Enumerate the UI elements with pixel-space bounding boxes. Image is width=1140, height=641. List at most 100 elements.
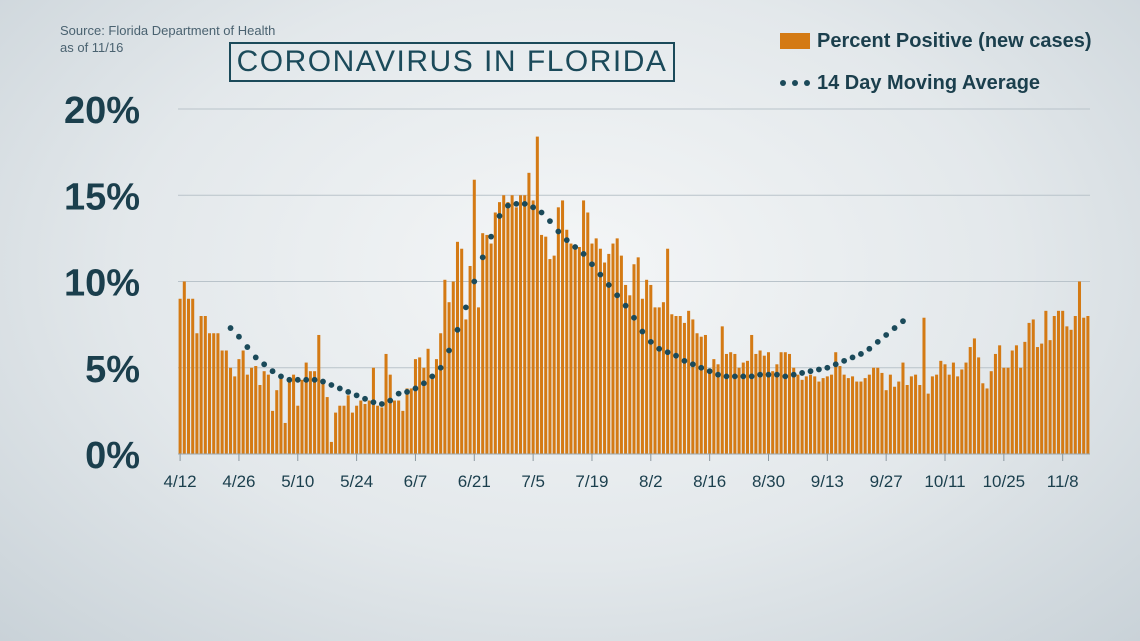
bar: [329, 441, 333, 454]
moving-average-point: [883, 332, 890, 338]
x-tick-label: 5/10: [281, 472, 314, 491]
bar: [447, 302, 451, 454]
bar: [502, 195, 506, 454]
bar: [426, 348, 430, 454]
bar: [1010, 350, 1014, 454]
moving-average-point: [614, 292, 621, 299]
bar: [733, 353, 737, 454]
bar: [1031, 319, 1035, 454]
bar: [1073, 316, 1077, 454]
bar: [254, 366, 258, 454]
bar: [321, 381, 325, 454]
bar: [657, 307, 661, 454]
bar: [724, 353, 728, 454]
moving-average-point: [286, 376, 293, 383]
bar: [552, 255, 556, 454]
bar: [413, 359, 417, 454]
bar: [287, 378, 291, 454]
bar: [754, 353, 758, 454]
legend-label-bars: Percent Positive (new cases): [817, 29, 1092, 52]
bar: [283, 422, 287, 454]
y-tick-label: 15%: [64, 176, 140, 218]
moving-average-point: [740, 373, 747, 380]
bar: [729, 352, 733, 454]
moving-average-point: [816, 366, 822, 373]
y-tick-label: 0%: [85, 435, 140, 477]
moving-average-point: [353, 392, 360, 399]
moving-average-point: [698, 364, 705, 371]
bar: [792, 367, 796, 454]
bar: [670, 314, 674, 454]
bar: [355, 405, 359, 454]
bar: [245, 374, 249, 454]
bar: [346, 395, 350, 454]
bar: [603, 262, 607, 454]
bar: [195, 333, 199, 454]
bar: [825, 376, 829, 454]
bar: [834, 352, 838, 454]
bar: [212, 333, 216, 454]
bar: [350, 412, 354, 454]
x-tick-label: 4/12: [164, 472, 197, 491]
moving-average-point: [681, 357, 688, 364]
bar: [497, 202, 502, 454]
moving-average-point: [378, 401, 385, 407]
moving-average-point: [580, 251, 587, 257]
bar: [586, 212, 590, 454]
bar: [809, 374, 813, 454]
moving-average-point: [462, 304, 469, 311]
bar: [409, 388, 413, 454]
bar: [292, 374, 296, 454]
bar: [691, 319, 695, 454]
moving-average-point: [555, 228, 562, 235]
moving-average-point: [370, 399, 377, 406]
bar: [846, 378, 850, 454]
bar: [901, 362, 905, 454]
bar: [1027, 322, 1031, 454]
bar: [678, 316, 682, 454]
bar: [397, 400, 401, 454]
bar: [279, 374, 283, 454]
bar: [178, 298, 182, 454]
moving-average-point: [505, 202, 511, 209]
bar: [804, 376, 808, 454]
bar: [220, 350, 224, 454]
bar: [624, 284, 628, 454]
x-tick-label: 5/24: [340, 472, 373, 491]
bar: [531, 200, 535, 454]
bar: [363, 403, 367, 454]
bar: [636, 257, 640, 454]
moving-average-point: [858, 351, 864, 357]
moving-average-point: [547, 218, 553, 225]
bar: [1052, 316, 1056, 454]
bar: [947, 374, 951, 454]
bar: [460, 248, 464, 454]
moving-average-line: [227, 200, 906, 407]
bar: [905, 385, 909, 454]
y-tick-label: 20%: [64, 90, 140, 132]
legend-item-bars: Percent Positive (new cases): [780, 28, 1092, 54]
bar: [930, 376, 934, 454]
y-axis-ticks: 0% 5% 10% 15% 20%: [64, 90, 140, 477]
bar: [619, 255, 623, 454]
bar: [842, 374, 846, 454]
moving-average-point: [866, 345, 873, 352]
bar: [1065, 326, 1069, 454]
x-tick-label: 4/26: [222, 472, 255, 491]
moving-average-point: [832, 361, 839, 368]
source-text: Source: Florida Department of Health: [60, 23, 276, 38]
moving-average-point: [639, 328, 646, 335]
legend-label-line: 14 Day Moving Average: [817, 71, 1041, 94]
bar: [964, 362, 968, 454]
moving-average-point: [757, 371, 763, 378]
moving-average-point: [446, 347, 452, 354]
moving-average-point: [521, 200, 528, 207]
moving-average-point: [530, 204, 537, 211]
bar: [720, 326, 724, 454]
x-tick-label: 8/30: [752, 472, 785, 491]
bar: [565, 229, 569, 454]
bar: [594, 238, 598, 454]
bar: [233, 376, 237, 454]
bar: [821, 378, 825, 454]
bar: [359, 400, 363, 454]
